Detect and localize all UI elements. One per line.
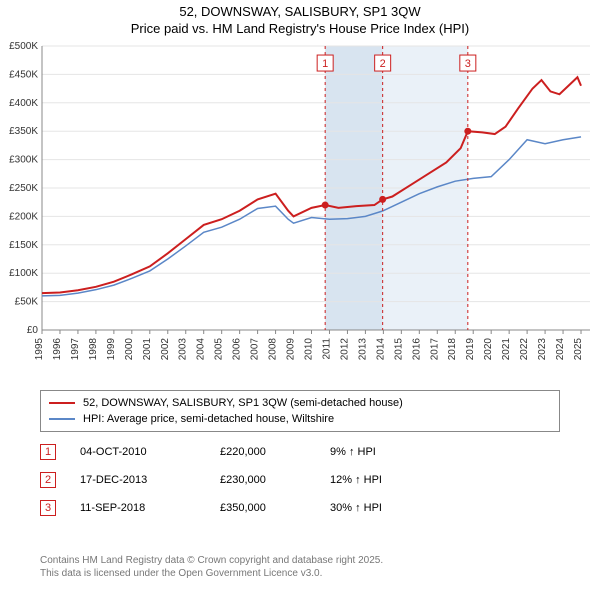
svg-text:£100K: £100K — [9, 268, 38, 279]
table-row: 1 04-OCT-2010 £220,000 9% ↑ HPI — [40, 438, 560, 466]
legend-swatch — [49, 402, 75, 404]
svg-text:2018: 2018 — [447, 338, 458, 361]
svg-text:£500K: £500K — [9, 41, 38, 52]
svg-text:2009: 2009 — [286, 338, 297, 361]
chart-container: 52, DOWNSWAY, SALISBURY, SP1 3QW Price p… — [0, 0, 600, 590]
sale-marker-badge: 1 — [40, 444, 56, 460]
svg-text:£200K: £200K — [9, 211, 38, 222]
svg-text:1997: 1997 — [70, 338, 81, 361]
svg-text:£350K: £350K — [9, 126, 38, 137]
svg-text:2001: 2001 — [142, 338, 153, 361]
title-line-1: 52, DOWNSWAY, SALISBURY, SP1 3QW — [0, 4, 600, 21]
svg-text:2015: 2015 — [393, 338, 404, 361]
svg-text:1998: 1998 — [88, 338, 99, 361]
svg-text:1999: 1999 — [106, 338, 117, 361]
legend-row: 52, DOWNSWAY, SALISBURY, SP1 3QW (semi-d… — [49, 395, 551, 411]
svg-text:1: 1 — [322, 58, 328, 70]
sale-marker-badge: 3 — [40, 500, 56, 516]
svg-text:2023: 2023 — [537, 338, 548, 361]
svg-text:2004: 2004 — [196, 338, 207, 361]
svg-text:2000: 2000 — [124, 338, 135, 361]
svg-text:2003: 2003 — [178, 338, 189, 361]
sale-date: 04-OCT-2010 — [80, 446, 220, 458]
svg-text:2021: 2021 — [501, 338, 512, 361]
title-line-2: Price paid vs. HM Land Registry's House … — [0, 21, 600, 38]
table-row: 2 17-DEC-2013 £230,000 12% ↑ HPI — [40, 466, 560, 494]
footer-line: Contains HM Land Registry data © Crown c… — [40, 555, 383, 568]
svg-text:£400K: £400K — [9, 98, 38, 109]
svg-text:£0: £0 — [27, 325, 39, 336]
svg-text:2013: 2013 — [357, 338, 368, 361]
svg-text:2005: 2005 — [214, 338, 225, 361]
legend-label: 52, DOWNSWAY, SALISBURY, SP1 3QW (semi-d… — [83, 397, 403, 409]
svg-text:£300K: £300K — [9, 155, 38, 166]
legend: 52, DOWNSWAY, SALISBURY, SP1 3QW (semi-d… — [40, 390, 560, 432]
legend-label: HPI: Average price, semi-detached house,… — [83, 413, 334, 425]
footer-attribution: Contains HM Land Registry data © Crown c… — [40, 555, 383, 580]
sale-diff: 9% ↑ HPI — [330, 446, 440, 458]
svg-text:2007: 2007 — [250, 338, 261, 361]
svg-text:2025: 2025 — [573, 338, 584, 361]
svg-text:2024: 2024 — [555, 338, 566, 361]
svg-text:2020: 2020 — [483, 338, 494, 361]
svg-text:1995: 1995 — [34, 338, 45, 361]
chart-svg: £0 £50K £100K £150K £200K £250K £300K £350K £400… — [0, 40, 600, 380]
svg-text:2022: 2022 — [519, 338, 530, 361]
svg-text:2006: 2006 — [232, 338, 243, 361]
svg-text:£150K: £150K — [9, 240, 38, 251]
chart-title: 52, DOWNSWAY, SALISBURY, SP1 3QW Price p… — [0, 0, 600, 38]
sale-price: £220,000 — [220, 446, 330, 458]
legend-row: HPI: Average price, semi-detached house,… — [49, 411, 551, 427]
svg-text:2017: 2017 — [429, 338, 440, 361]
svg-text:2014: 2014 — [375, 338, 386, 361]
sale-marker-badge: 2 — [40, 472, 56, 488]
svg-text:2010: 2010 — [304, 338, 315, 361]
svg-text:2002: 2002 — [160, 338, 171, 361]
svg-text:2: 2 — [380, 58, 386, 70]
sale-date: 11-SEP-2018 — [80, 502, 220, 514]
svg-text:£450K: £450K — [9, 69, 38, 80]
sale-diff: 12% ↑ HPI — [330, 474, 440, 486]
footer-line: This data is licensed under the Open Gov… — [40, 568, 383, 581]
svg-text:£250K: £250K — [9, 183, 38, 194]
svg-text:2019: 2019 — [465, 338, 476, 361]
table-row: 3 11-SEP-2018 £350,000 30% ↑ HPI — [40, 494, 560, 522]
sale-price: £230,000 — [220, 474, 330, 486]
chart-plot: £0 £50K £100K £150K £200K £250K £300K £350K £400… — [0, 40, 600, 380]
svg-text:2011: 2011 — [321, 338, 332, 360]
sale-date: 17-DEC-2013 — [80, 474, 220, 486]
legend-swatch — [49, 418, 75, 420]
svg-text:2008: 2008 — [268, 338, 279, 361]
sale-diff: 30% ↑ HPI — [330, 502, 440, 514]
svg-text:1996: 1996 — [52, 338, 63, 361]
svg-text:2016: 2016 — [411, 338, 422, 361]
sales-table: 1 04-OCT-2010 £220,000 9% ↑ HPI 2 17-DEC… — [40, 438, 560, 522]
svg-text:3: 3 — [465, 58, 471, 70]
sale-price: £350,000 — [220, 502, 330, 514]
svg-text:2012: 2012 — [339, 338, 350, 361]
svg-text:£50K: £50K — [15, 297, 39, 308]
